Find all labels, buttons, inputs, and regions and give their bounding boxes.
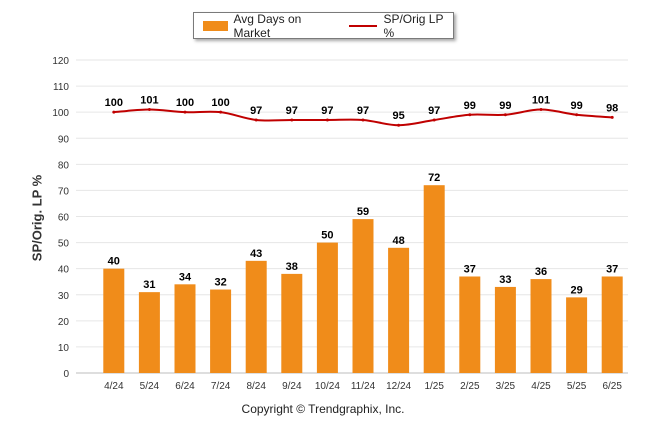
line-data-label: 97	[250, 105, 262, 117]
line-data-label: 100	[211, 97, 229, 109]
line-data-label: 97	[428, 105, 440, 117]
legend-label-sp-orig-lp: SP/Orig LP %	[383, 11, 444, 40]
y-tick-label: 110	[53, 82, 69, 93]
x-tick-label: 4/25	[531, 381, 551, 392]
bar	[494, 286, 516, 373]
x-tick-label: 12/24	[386, 381, 411, 392]
bar-data-label: 43	[250, 248, 262, 260]
x-tick-label: 8/24	[246, 381, 266, 392]
bar	[281, 273, 303, 373]
bar-data-label: 59	[357, 206, 369, 218]
x-tick-label: 5/25	[567, 381, 587, 392]
bar	[459, 276, 481, 373]
bar-data-label: 36	[535, 266, 547, 278]
y-tick-label: 40	[58, 265, 70, 276]
line-data-label: 97	[357, 105, 369, 117]
line-point	[610, 115, 614, 119]
bar-data-label: 33	[499, 274, 511, 286]
line-data-label: 101	[140, 95, 158, 107]
bar	[566, 297, 588, 373]
line-point	[503, 113, 507, 117]
legend: Avg Days on Market SP/Orig LP %	[193, 12, 454, 40]
line-point	[397, 123, 401, 127]
bar	[316, 242, 338, 373]
line-data-label: 97	[321, 105, 333, 117]
bar-data-label: 34	[179, 271, 192, 283]
bar	[530, 279, 552, 373]
line-point	[539, 108, 543, 112]
line-point	[468, 113, 472, 117]
y-tick-label: 100	[52, 108, 69, 119]
bar-data-label: 29	[570, 284, 582, 296]
bar	[388, 247, 410, 373]
line-point	[112, 110, 116, 114]
bar	[103, 268, 125, 373]
bar	[138, 292, 160, 373]
x-tick-label: 4/24	[104, 381, 124, 392]
line-data-label: 100	[176, 97, 194, 109]
y-tick-label: 80	[58, 160, 70, 171]
legend-label-days-on-market: Avg Days on Market	[233, 11, 302, 40]
bar	[352, 219, 374, 373]
bar	[601, 276, 623, 373]
line-data-label: 100	[105, 97, 123, 109]
legend-item-sp-orig-lp: SP/Orig LP %	[349, 12, 453, 40]
bar-data-label: 31	[143, 279, 155, 291]
bar-data-label: 37	[606, 263, 618, 275]
y-tick-label: 90	[58, 134, 70, 145]
bar-data-label: 50	[321, 230, 333, 242]
y-axis-label: SP/Orig. LP %	[29, 174, 45, 262]
legend-swatch-bar	[203, 20, 228, 31]
bar	[174, 284, 196, 373]
line-data-label: 99	[499, 100, 511, 112]
line-point	[432, 118, 436, 122]
bar-data-label: 38	[286, 261, 298, 273]
bar	[423, 185, 445, 373]
line-point	[183, 110, 187, 114]
x-tick-label: 1/25	[424, 381, 444, 392]
y-tick-label: 60	[58, 213, 70, 224]
x-tick-label: 5/24	[140, 381, 160, 392]
x-tick-label: 11/24	[351, 381, 376, 392]
x-tick-label: 6/24	[175, 381, 195, 392]
x-tick-label: 3/25	[496, 381, 516, 392]
legend-swatch-line	[349, 24, 378, 27]
line-data-label: 101	[532, 95, 550, 107]
bar-data-label: 40	[108, 256, 120, 268]
y-tick-label: 120	[52, 56, 69, 67]
bar-data-label: 48	[392, 235, 404, 247]
line-data-label: 95	[392, 110, 404, 122]
line-point	[147, 108, 151, 112]
line-data-label: 97	[286, 105, 298, 117]
copyright-text: Copyright © Trendgraphix, Inc.	[241, 402, 405, 416]
x-tick-label: 2/25	[460, 381, 480, 392]
line-point	[325, 118, 329, 122]
line-data-label: 99	[570, 100, 582, 112]
line-point	[361, 118, 365, 122]
line-point	[575, 113, 579, 117]
line-data-label: 98	[606, 102, 618, 114]
line-point	[254, 118, 258, 122]
y-tick-label: 50	[58, 239, 70, 250]
line-point	[219, 110, 223, 114]
y-tick-label: 0	[63, 369, 69, 380]
bar-data-label: 32	[214, 277, 226, 289]
line-point	[290, 118, 294, 122]
legend-item-days-on-market: Avg Days on Market	[203, 12, 335, 40]
y-tick-label: 10	[58, 343, 70, 354]
x-tick-label: 6/25	[602, 381, 622, 392]
x-tick-label: 9/24	[282, 381, 302, 392]
x-tick-label: 10/24	[315, 381, 340, 392]
y-tick-label: 20	[58, 317, 70, 328]
bar-data-label: 37	[464, 263, 476, 275]
x-tick-label: 7/24	[211, 381, 231, 392]
bar	[210, 289, 232, 373]
line-data-label: 99	[464, 100, 476, 112]
y-tick-label: 70	[58, 186, 70, 197]
bar-data-label: 72	[428, 172, 440, 184]
y-tick-label: 30	[58, 291, 70, 302]
bar	[245, 260, 267, 373]
